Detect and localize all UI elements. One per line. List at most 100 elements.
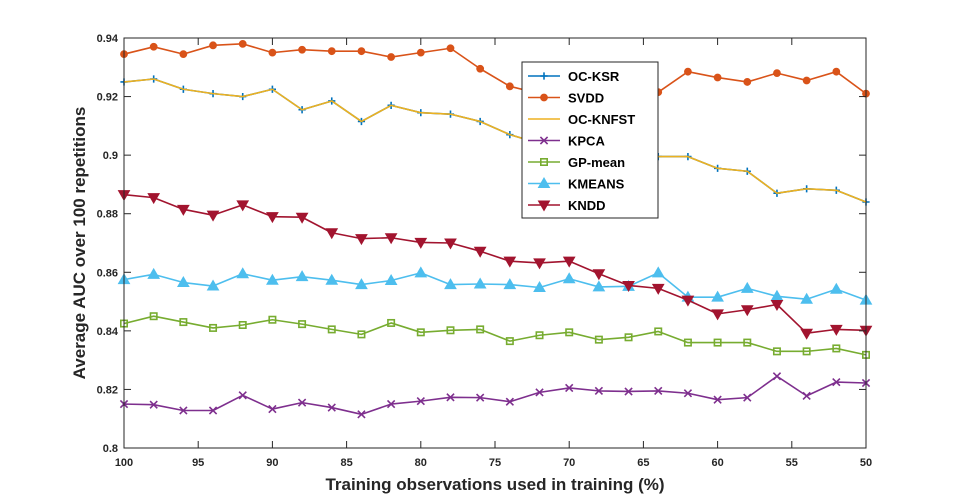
data-point-kndd <box>651 283 665 295</box>
data-point-kpca <box>446 393 455 402</box>
data-point-kmeans <box>829 282 843 294</box>
series-line-oc-knfst <box>123 78 867 203</box>
data-point-kmeans <box>711 290 724 302</box>
series-oc-knfst <box>123 78 867 203</box>
data-point-kmeans <box>533 281 546 293</box>
data-point-kmeans <box>295 270 309 282</box>
data-point-kndd <box>266 212 279 224</box>
data-point-kpca <box>475 393 485 402</box>
data-point-kmeans <box>444 278 457 290</box>
data-point-gp-mean <box>446 326 455 335</box>
data-point-kmeans <box>384 273 398 285</box>
data-point-kmeans <box>740 281 754 293</box>
data-point-kpca <box>416 396 425 406</box>
data-point-kpca <box>357 410 366 419</box>
data-point-gp-mean <box>565 328 574 337</box>
data-point-kmeans <box>266 273 279 285</box>
data-point-kndd <box>800 328 814 340</box>
data-point-kmeans <box>562 272 576 284</box>
data-point-kmeans <box>325 273 339 285</box>
series-line-kmeans <box>123 272 867 301</box>
data-point-svdd <box>209 41 217 50</box>
data-point-kndd <box>384 233 398 245</box>
legend-swatch-marker <box>540 72 548 80</box>
x-tick-label: 95 <box>192 457 204 469</box>
y-axis-ticks: 0.8 0.82 0.84 0.86 0.88 0.9 0.92 0.94 <box>97 33 866 455</box>
data-point-gp-mean <box>624 333 633 342</box>
data-point-gp-mean <box>505 337 514 346</box>
data-point-kndd <box>206 210 220 222</box>
data-point-kmeans <box>176 276 190 288</box>
data-point-gp-mean <box>594 335 603 344</box>
x-tick-label: 50 <box>860 457 872 469</box>
data-point-kpca <box>832 377 841 387</box>
legend-swatch-marker <box>539 136 549 145</box>
x-tick-label: 60 <box>711 457 723 469</box>
legend[interactable]: OC-KSR SVDD OC-KNFST KPCA GP-mean KMEANS KNDD <box>521 61 659 219</box>
data-point-kmeans <box>355 278 368 290</box>
data-point-svdd <box>149 42 158 51</box>
data-point-kndd <box>355 234 368 246</box>
x-tick-label: 90 <box>266 457 278 469</box>
data-point-kmeans <box>503 278 517 290</box>
data-point-kndd <box>176 204 190 216</box>
data-point-svdd <box>268 48 277 57</box>
y-tick-label: 0.86 <box>97 267 118 279</box>
data-point-svdd <box>416 48 425 57</box>
data-point-gp-mean <box>209 323 218 332</box>
plot-area <box>124 38 866 448</box>
data-point-gp-mean <box>357 330 366 339</box>
x-tick-label: 85 <box>340 457 352 469</box>
data-point-kndd <box>414 237 428 249</box>
data-point-kmeans <box>236 267 250 279</box>
legend-label: OC-KNFST <box>568 112 635 127</box>
data-point-svdd <box>713 73 722 82</box>
data-point-gp-mean <box>268 315 277 324</box>
data-point-kmeans <box>473 277 487 289</box>
series-line-gp-mean <box>123 315 867 356</box>
legend-label: OC-KSR <box>568 69 620 84</box>
y-tick-label: 0.94 <box>97 33 119 45</box>
legend-label: KNDD <box>568 198 606 213</box>
legend-label: KPCA <box>568 134 605 149</box>
data-point-svdd <box>684 67 692 76</box>
legend-label: KMEANS <box>568 177 625 192</box>
data-point-gp-mean <box>683 338 692 347</box>
series-kpca <box>119 372 871 419</box>
x-tick-label: 100 <box>115 457 133 469</box>
y-tick-label: 0.92 <box>97 92 118 104</box>
data-point-gp-mean <box>802 347 811 356</box>
x-tick-label: 65 <box>637 457 649 469</box>
data-point-kpca <box>772 372 782 381</box>
y-axis-title: Average AUC over 100 repetitions <box>70 107 89 380</box>
data-point-kndd <box>473 246 487 258</box>
data-point-kpca <box>297 398 307 407</box>
data-point-kpca <box>268 404 277 414</box>
data-point-kmeans <box>800 292 814 304</box>
data-point-kndd <box>622 280 635 292</box>
x-axis-ticks: 100 95 90 85 80 75 70 65 60 55 50 <box>115 38 872 469</box>
data-point-svdd <box>238 39 247 48</box>
data-point-kndd <box>592 269 606 281</box>
data-point-kpca <box>683 389 693 398</box>
data-point-kpca <box>149 400 158 409</box>
data-point-gp-mean <box>416 328 425 337</box>
legend-entry-oc-knfst: OC-KNFST <box>528 112 635 127</box>
data-point-gp-mean <box>149 312 158 321</box>
data-point-kmeans <box>592 280 606 292</box>
data-point-kpca <box>238 391 247 400</box>
data-point-gp-mean <box>713 338 722 347</box>
data-point-gp-mean <box>535 331 544 340</box>
data-point-svdd <box>357 47 366 56</box>
series-line-kpca <box>123 375 867 416</box>
data-point-svdd <box>773 69 781 78</box>
data-point-svdd <box>505 82 514 91</box>
data-point-kndd <box>740 305 754 317</box>
data-point-kpca <box>386 399 396 409</box>
legend-swatch-marker <box>539 158 548 167</box>
y-tick-label: 0.88 <box>97 209 118 221</box>
x-tick-label: 55 <box>786 457 798 469</box>
legend-entry-kmeans: KMEANS <box>528 177 625 192</box>
data-point-svdd <box>832 67 841 76</box>
